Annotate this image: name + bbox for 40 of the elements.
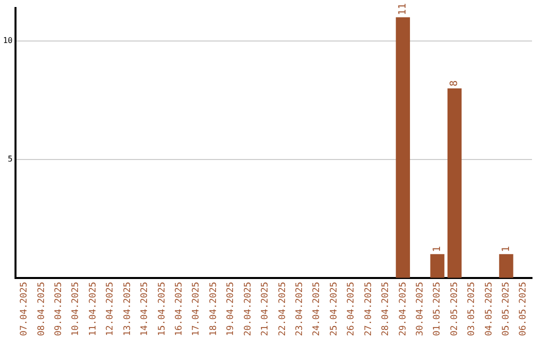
data-label: 11 (398, 3, 408, 16)
x-tick-label: 25.04.2025 (329, 282, 340, 336)
x-tick-label: 29.04.2025 (398, 282, 408, 336)
x-tick-label: 23.04.2025 (294, 282, 305, 336)
x-tick-label: 08.04.2025 (36, 282, 47, 336)
x-tick-label: 27.04.2025 (364, 282, 374, 336)
bar (499, 254, 514, 278)
x-tick-label: 02.05.2025 (450, 282, 460, 336)
bar (430, 254, 444, 278)
x-tick-label: 24.04.2025 (312, 282, 322, 336)
x-tick-label: 19.04.2025 (226, 282, 236, 336)
x-tick-label: 09.04.2025 (54, 282, 64, 336)
bar (396, 17, 410, 278)
x-tick-label: 16.04.2025 (174, 282, 184, 336)
x-tick-label: 13.04.2025 (122, 282, 133, 336)
x-tick-label: 04.05.2025 (484, 282, 494, 336)
x-tick-label: 18.04.2025 (208, 282, 219, 336)
x-tick-label: 20.04.2025 (243, 282, 254, 336)
x-tick-label: 12.04.2025 (106, 282, 116, 336)
x-tick-label: 14.04.2025 (140, 282, 150, 336)
x-tick-label: 15.04.2025 (157, 282, 168, 336)
x-tick-label: 01.05.2025 (432, 282, 443, 336)
x-tick-label: 10.04.2025 (71, 282, 82, 336)
x-tick-label: 28.04.2025 (381, 282, 392, 336)
x-tick-label: 22.04.2025 (278, 282, 288, 336)
x-tick-label: 11.04.2025 (88, 282, 98, 336)
x-tick-label: 07.04.2025 (20, 282, 30, 336)
data-label: 1 (432, 246, 443, 252)
x-tick-label: 03.05.2025 (467, 282, 478, 336)
x-tick-label: 06.05.2025 (518, 282, 529, 336)
x-tick-label: 21.04.2025 (260, 282, 271, 336)
data-label: 1 (500, 246, 512, 252)
x-tick-label: 05.05.2025 (502, 282, 512, 336)
bar (447, 88, 462, 278)
x-tick-label: 30.04.2025 (415, 282, 426, 336)
x-tick-label: 17.04.2025 (192, 282, 202, 336)
y-tick-label: 5 (8, 154, 13, 164)
y-tick-label: 10 (2, 36, 13, 46)
data-label: 8 (449, 80, 460, 86)
x-tick-label: 26.04.2025 (346, 282, 357, 336)
